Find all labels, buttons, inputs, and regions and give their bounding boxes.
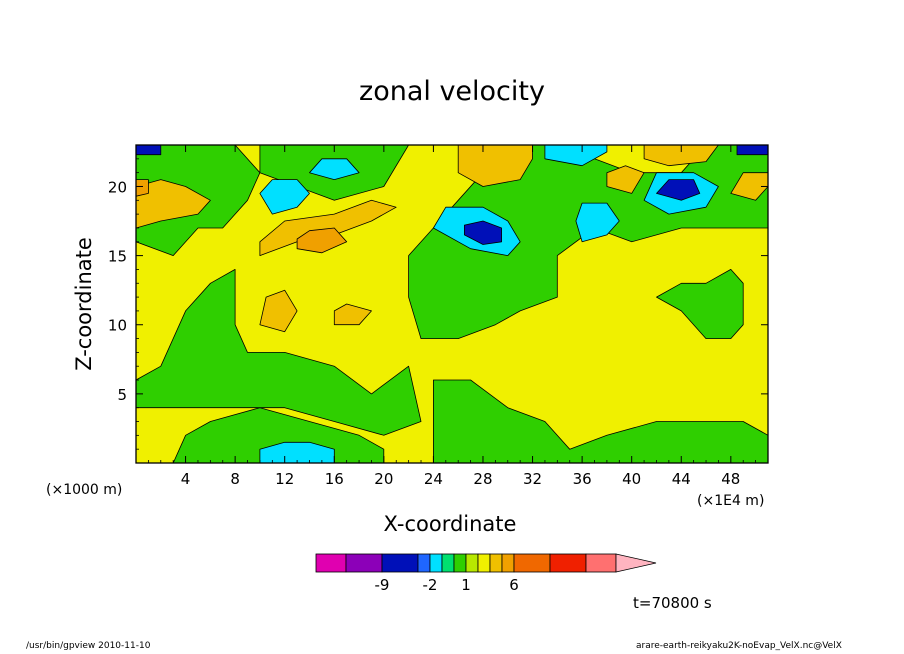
colorbar-segment	[549, 553, 587, 573]
contour-region-0	[136, 268, 422, 436]
x-tick-label: 12	[275, 470, 294, 488]
x-tick-label: 16	[325, 470, 344, 488]
x-tick-label: 28	[473, 470, 492, 488]
colorbar-segment	[585, 553, 617, 573]
x-tick-label: 40	[622, 470, 641, 488]
contour-region-11	[575, 202, 620, 243]
x-tick-label: 44	[672, 470, 691, 488]
colorbar-segment	[477, 553, 491, 573]
colorbar-label: 1	[461, 576, 471, 594]
chart-title: zonal velocity	[359, 76, 545, 107]
x-tick-label: 24	[424, 470, 443, 488]
scale-unit-label: (×1E4 m)	[697, 493, 765, 509]
contour-region-25	[643, 145, 719, 167]
colorbar-segment	[441, 553, 455, 573]
contour-region-7	[259, 441, 335, 463]
time-label: t=70800 s	[633, 594, 712, 612]
x-tick-label: 20	[374, 470, 393, 488]
colorbar-segment	[345, 553, 383, 573]
footer-program-date: /usr/bin/gpview 2010-11-10	[26, 641, 151, 651]
colorbar-segment	[465, 553, 479, 573]
contour-region-21	[259, 289, 298, 333]
contour-region-3	[432, 379, 768, 463]
colorbar-segment	[513, 553, 551, 573]
y-axis-label: Z-coordinate	[72, 237, 96, 371]
contour-region-20	[296, 227, 348, 254]
footer-source-file: arare-earth-reikyaku2K-noEvap_VelX.nc@Ve…	[636, 641, 842, 651]
plot-frame	[135, 144, 769, 464]
contour-region-17	[736, 145, 768, 156]
contour-region-10	[463, 220, 503, 245]
contour-region-15	[544, 145, 608, 167]
colorbar: -9 -2 1 6	[315, 553, 657, 594]
contour-region-16	[136, 145, 162, 156]
colorbar-label: 6	[509, 576, 519, 594]
colorbar-label: -9	[375, 576, 390, 594]
x-axis-label: X-coordinate	[383, 512, 517, 536]
colorbar-segment	[381, 553, 419, 573]
contour-region-27	[136, 179, 149, 197]
colorbar-arrow	[615, 553, 657, 573]
contour-region-13	[656, 179, 701, 201]
y-tick-label: 20	[108, 178, 127, 196]
contour-region-14	[309, 158, 360, 181]
colorbar-segment	[489, 553, 503, 573]
x-tick-label: 4	[181, 470, 191, 488]
colorbar-segment	[417, 553, 431, 573]
colorbar-segment	[453, 553, 467, 573]
contour-region-8	[259, 179, 310, 215]
colorbar-label: -2	[423, 576, 438, 594]
y-tick-label: 10	[108, 317, 127, 335]
colorbar-segment	[315, 553, 347, 573]
x-unit-label: (×1000 m)	[46, 482, 123, 498]
colorbar-segment	[501, 553, 515, 573]
x-tick-label: 32	[523, 470, 542, 488]
colorbar-segment	[429, 553, 443, 573]
x-tick-label: 8	[230, 470, 240, 488]
contour-region-6	[656, 268, 744, 340]
y-tick-label: 5	[117, 386, 127, 404]
x-tick-label: 36	[573, 470, 592, 488]
contour-region-22	[333, 303, 372, 326]
y-tick-label: 15	[108, 248, 127, 266]
contour-region-23	[457, 145, 533, 187]
contour-region-24	[606, 165, 645, 194]
contour-region-26	[730, 172, 768, 201]
x-tick-label: 48	[721, 470, 740, 488]
